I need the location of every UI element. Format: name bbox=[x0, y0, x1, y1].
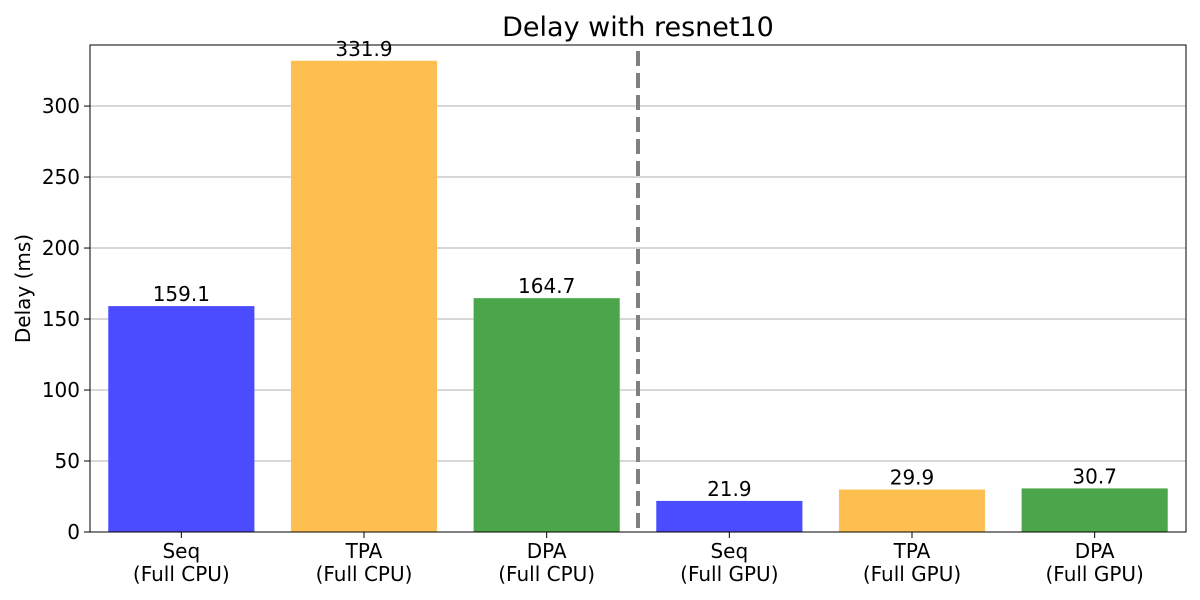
bar bbox=[1021, 488, 1168, 532]
y-tick-label: 100 bbox=[42, 378, 80, 402]
x-tick-label: (Full GPU) bbox=[680, 562, 778, 586]
y-tick-label: 0 bbox=[67, 520, 80, 544]
data-label: 21.9 bbox=[707, 477, 752, 501]
x-tick-label: (Full GPU) bbox=[863, 562, 961, 586]
data-label: 30.7 bbox=[1072, 464, 1117, 488]
y-tick-label: 150 bbox=[42, 307, 80, 331]
bars bbox=[108, 60, 1168, 532]
x-tick-label: TPA bbox=[893, 539, 931, 563]
x-tick-label: (Full CPU) bbox=[316, 562, 413, 586]
x-tick-label: DPA bbox=[527, 539, 567, 563]
x-tick-label: Seq bbox=[710, 539, 748, 563]
x-tick-label: DPA bbox=[1075, 539, 1115, 563]
y-axis-label: Delay (ms) bbox=[11, 234, 35, 343]
x-tick-label: (Full CPU) bbox=[498, 562, 595, 586]
x-tick-label: (Full CPU) bbox=[133, 562, 230, 586]
x-tick-label: TPA bbox=[345, 539, 383, 563]
bar bbox=[108, 306, 255, 532]
data-label: 331.9 bbox=[335, 37, 392, 61]
y-tick-label: 250 bbox=[42, 165, 80, 189]
data-label: 29.9 bbox=[890, 466, 935, 490]
data-labels: 159.1 331.9 164.7 21.9 29.9 30.7 bbox=[153, 37, 1117, 501]
x-tick-label: Seq bbox=[162, 539, 200, 563]
y-tick-label: 300 bbox=[42, 94, 80, 118]
chart-title: Delay with resnet10 bbox=[502, 12, 774, 43]
bar bbox=[656, 500, 803, 532]
data-label: 159.1 bbox=[153, 282, 210, 306]
bar bbox=[473, 298, 620, 532]
y-tick-label: 200 bbox=[42, 236, 80, 260]
data-label: 164.7 bbox=[518, 274, 575, 298]
x-tick-label: (Full GPU) bbox=[1045, 562, 1143, 586]
plot-frame bbox=[89, 44, 1187, 533]
bar bbox=[290, 60, 438, 532]
y-tick-label: 50 bbox=[55, 449, 80, 473]
bar bbox=[838, 489, 986, 532]
